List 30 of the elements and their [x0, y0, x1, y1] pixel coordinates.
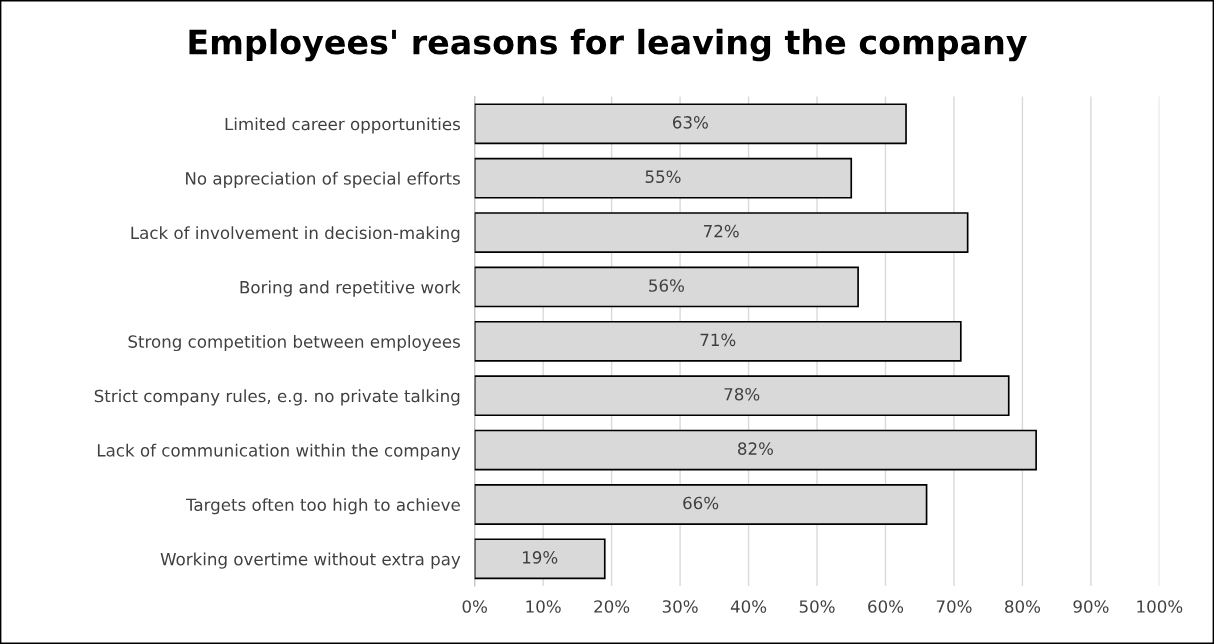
data-label: 55%: [645, 170, 681, 184]
data-label: 56%: [649, 279, 684, 292]
x-tick-label: 40%: [730, 600, 767, 613]
data-label: 78%: [724, 387, 760, 401]
x-tick-label: 10%: [526, 600, 561, 613]
x-tick-label: 50%: [799, 600, 835, 613]
data-label: 63%: [673, 116, 708, 129]
y-tick-label: Strict company rules, e.g. no private talking: [94, 389, 460, 406]
x-tick-label: 70%: [936, 600, 972, 613]
y-tick-label: Lack of communication within the company: [97, 443, 461, 460]
y-tick-label: No appreciation of special efforts: [186, 171, 460, 188]
x-tick-label: 60%: [868, 600, 904, 613]
x-tick-label: 20%: [594, 600, 630, 613]
data-label: 82%: [738, 442, 773, 455]
x-tick-label: 100%: [1137, 600, 1183, 613]
data-label: 71%: [700, 333, 736, 347]
x-tick-label: 30%: [662, 600, 698, 613]
y-tick-label: Targets often too high to achieve: [185, 498, 460, 515]
y-tick-label: Strong competition between employees: [128, 334, 460, 352]
data-label: 72%: [704, 224, 739, 238]
y-tick-label: Limited career opportunities: [225, 117, 460, 134]
chart-title: Employees' reasons for leaving the company: [189, 28, 1027, 62]
data-label: 66%: [683, 496, 719, 510]
data-label: 19%: [523, 551, 558, 564]
x-tick-label: 90%: [1073, 600, 1109, 613]
x-tick-label: 80%: [1005, 600, 1041, 613]
y-tick-label: Boring and repetitive work: [240, 280, 461, 297]
y-tick-label: Lack of involvement in decision-making: [131, 226, 460, 243]
y-tick-label: Working overtime without extra pay: [160, 552, 461, 569]
x-tick-label: 0%: [462, 600, 487, 613]
